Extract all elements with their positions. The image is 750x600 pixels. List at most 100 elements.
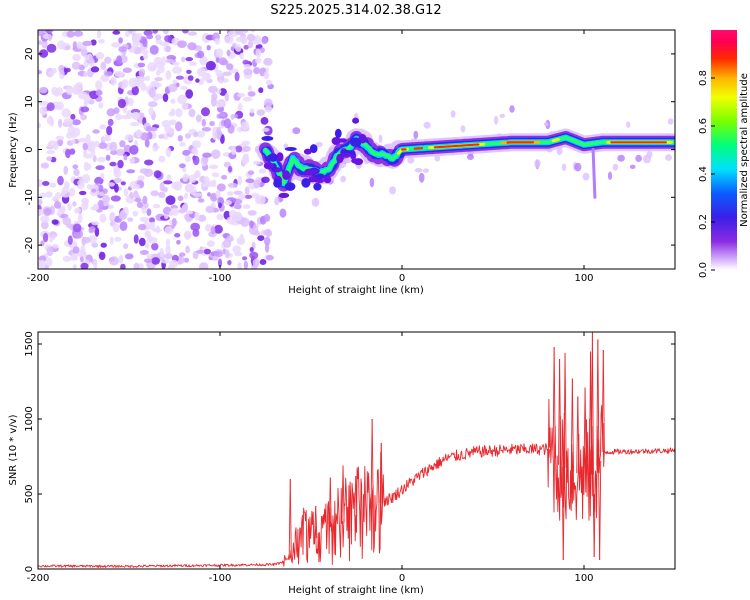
noise-blob <box>264 242 270 253</box>
noise-blob <box>184 133 192 139</box>
noise-blob <box>144 258 153 263</box>
noise-blob <box>38 259 46 269</box>
noise-blob <box>73 168 80 177</box>
noise-blob <box>148 87 156 98</box>
noise-blob <box>165 244 171 255</box>
x-tick-label: 0 <box>399 273 405 284</box>
noise-blob <box>78 137 87 143</box>
spectral-blob <box>276 152 284 162</box>
noise-blob <box>152 204 161 209</box>
noise-blob <box>56 210 62 217</box>
noise-blob <box>144 243 150 249</box>
noise-blob <box>240 121 250 131</box>
spectral-blob <box>340 175 346 183</box>
noise-blob <box>172 79 177 85</box>
snr-spike <box>602 349 605 453</box>
spectral-blob <box>418 172 425 183</box>
noise-blob <box>113 178 122 183</box>
snr-spike <box>355 475 358 516</box>
noise-blob <box>57 138 64 147</box>
noise-blob <box>263 71 270 80</box>
spectral-blob <box>350 137 362 147</box>
noise-blob <box>175 75 184 80</box>
noise-blob <box>196 249 205 254</box>
noise-blob <box>72 246 80 255</box>
noise-blob <box>128 77 138 88</box>
noise-blob <box>247 85 252 91</box>
noise-blob <box>98 102 104 109</box>
noise-blob <box>46 102 55 112</box>
spectral-blob <box>509 105 515 113</box>
noise-blob <box>70 113 76 120</box>
noise-blob <box>165 58 175 64</box>
noise-blob <box>234 203 242 210</box>
noise-blob <box>203 248 211 255</box>
snr-spike <box>584 387 587 474</box>
x-tick-label: -100 <box>209 273 232 284</box>
noise-blob <box>247 210 257 216</box>
spectral-blob <box>493 115 499 125</box>
noise-blob <box>256 109 266 116</box>
noise-blob <box>42 181 50 186</box>
noise-blob <box>39 86 48 94</box>
noise-blob <box>263 98 273 108</box>
noise-blob <box>78 213 83 224</box>
noise-blob <box>99 124 107 130</box>
spectral-blob <box>643 154 651 164</box>
noise-blob <box>260 117 269 125</box>
figure-title: S225.2025.314.02.38.G12 <box>270 3 441 18</box>
noise-blob <box>100 61 107 70</box>
noise-blob <box>109 161 117 167</box>
spectrogram-y-label: Frequency (Hz) <box>8 112 19 188</box>
noise-blob <box>49 118 55 127</box>
noise-blob <box>211 179 217 188</box>
noise-blob <box>84 54 90 60</box>
noise-blob <box>95 80 103 90</box>
noise-blob <box>92 155 97 163</box>
noise-blob <box>168 259 179 268</box>
spectral-blob <box>311 197 320 207</box>
noise-blob <box>90 66 100 73</box>
noise-blob <box>218 112 226 117</box>
noise-blob <box>72 54 81 62</box>
noise-blob <box>172 66 183 74</box>
noise-blob <box>122 67 132 73</box>
noise-blob <box>234 71 240 82</box>
noise-blob <box>98 39 105 44</box>
noise-blob <box>147 62 157 72</box>
noise-blob <box>205 72 211 80</box>
noise-blob <box>203 176 210 184</box>
spectral-blob <box>301 178 311 188</box>
y-tick-label: -10 <box>24 189 35 205</box>
noise-blob <box>255 194 261 205</box>
snr-spike <box>571 378 574 472</box>
colorbar-tick-label: 0.0 <box>698 262 709 278</box>
noise-blob <box>219 79 224 84</box>
noise-blob <box>92 203 99 211</box>
noise-blob <box>242 153 249 160</box>
noise-blob <box>47 35 53 41</box>
noise-blob <box>106 125 113 136</box>
noise-blob <box>118 254 124 264</box>
noise-blob <box>137 175 145 182</box>
noise-blob <box>263 57 273 66</box>
noise-blob <box>117 98 126 109</box>
noise-blob <box>102 188 108 195</box>
noise-blob <box>80 106 90 113</box>
noise-blob <box>83 161 89 172</box>
noise-blob <box>82 40 93 47</box>
y-tick-label: 1500 <box>24 331 35 356</box>
noise-blob <box>242 145 251 152</box>
noise-blob <box>113 107 120 114</box>
noise-blob <box>249 247 254 252</box>
noise-blob <box>176 239 181 245</box>
noise-blob <box>201 119 206 127</box>
spectral-blob <box>323 175 332 184</box>
noise-blob <box>224 92 229 102</box>
noise-blob <box>94 227 100 237</box>
spectral-blob <box>308 178 316 183</box>
noise-blob <box>144 159 154 166</box>
noise-blob <box>181 56 186 63</box>
noise-blob <box>237 262 242 269</box>
noise-blob <box>38 179 44 187</box>
